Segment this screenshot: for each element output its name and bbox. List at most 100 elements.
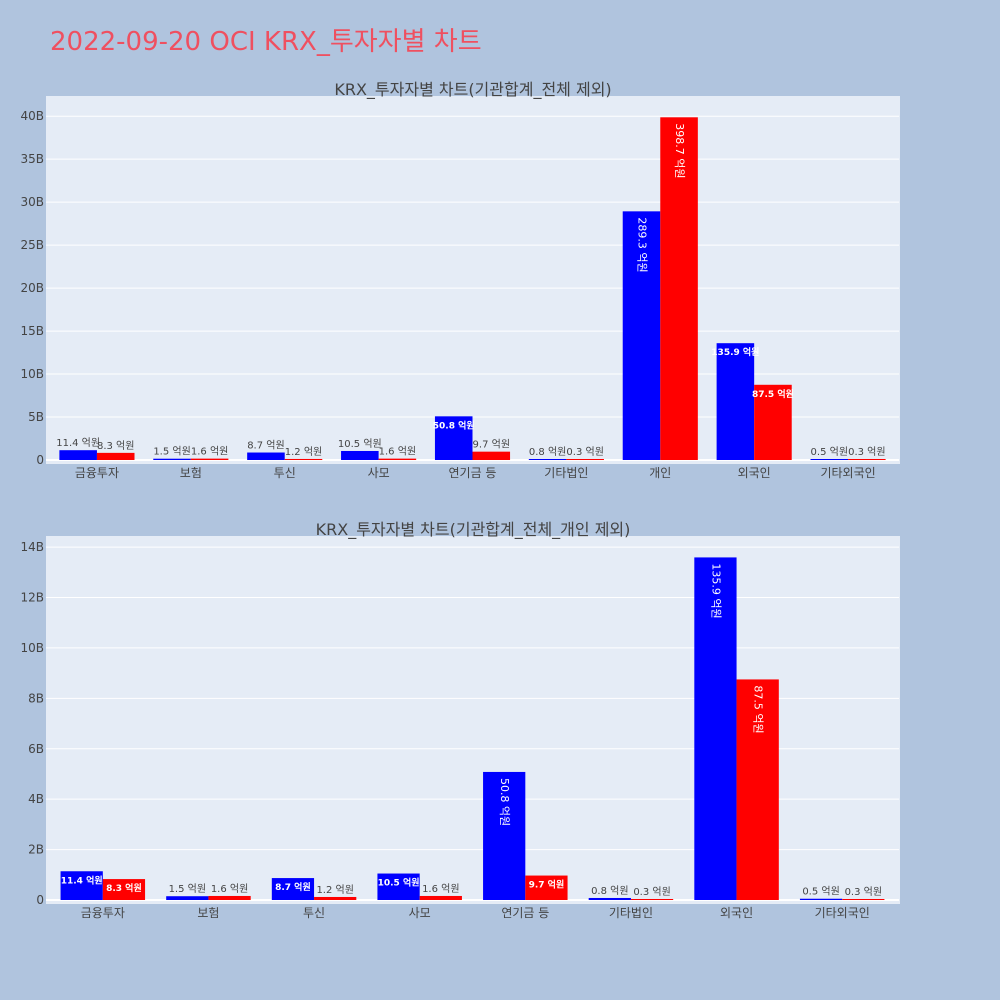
- chart-2-x-tick-label: 연기금 등: [501, 906, 549, 920]
- chart-1-bar: [566, 459, 604, 460]
- chart-1-x-tick-label: 보험: [180, 466, 202, 480]
- chart-2-x-tick-label: 투신: [303, 906, 325, 920]
- chart-1-y-tick-label: 35B: [20, 152, 44, 166]
- chart-1-data-label: 289.3 억원: [636, 217, 649, 272]
- chart-2-x-tick-label: 기타법인: [609, 906, 653, 920]
- chart-1-bar: [96, 452, 135, 460]
- chart-2-data-label: 1.2 억원: [316, 884, 353, 896]
- chart-1-bar: [190, 458, 229, 460]
- chart-1-x-tick-label: 기타법인: [544, 466, 588, 480]
- chart-1-y-tick-label: 20B: [20, 281, 44, 295]
- chart-1-x-tick-label: 연기금 등: [449, 466, 497, 480]
- chart-2-bar: [314, 896, 357, 900]
- chart-1-bar: [284, 458, 323, 460]
- chart-1-x-tick-label: 개인: [649, 466, 671, 480]
- chart-1-y-tick-label: 10B: [20, 367, 44, 381]
- chart-2-data-label: 50.8 억원: [498, 778, 511, 826]
- chart-1-title: KRX_투자자별 차트(기관합계_전체 제외): [334, 80, 611, 100]
- chart-1-bar: [59, 450, 97, 460]
- chart-1-data-label: 8.3 억원: [97, 440, 134, 452]
- chart-2-bar: [588, 897, 631, 900]
- chart-1-data-label: 135.9 억원: [711, 346, 759, 358]
- page-title: 2022-09-20 OCI KRX_투자자별 차트: [50, 27, 482, 57]
- chart-1-y-tick-label: 25B: [20, 238, 44, 252]
- chart-2-x-tick-label: 외국인: [720, 906, 753, 920]
- chart-2-bar: [842, 899, 885, 900]
- chart-2-data-label: 0.8 억원: [591, 885, 628, 897]
- chart-1-data-label: 0.8 억원: [529, 446, 566, 458]
- chart-1-data-label: 1.5 억원: [153, 446, 190, 458]
- chart-1-bar: [247, 452, 285, 460]
- chart-1-x-tick-label: 외국인: [738, 466, 771, 480]
- chart-1-x-tick-label: 기타외국인: [820, 466, 875, 480]
- chart-2-bar: [630, 899, 674, 900]
- chart-2-x-tick-label: 금융투자: [81, 906, 125, 920]
- chart-2-bar: [60, 871, 103, 900]
- chart-2-y-tick-label: 12B: [20, 591, 44, 605]
- chart-2-data-label: 11.4 억원: [61, 874, 103, 886]
- chart-2-x-tick-label: 사모: [409, 906, 431, 920]
- chart-1-bar: [810, 459, 849, 460]
- chart-2-bar: [377, 873, 420, 900]
- chart-2-data-label: 0.3 억원: [845, 886, 882, 898]
- chart-1-bar: [660, 117, 698, 460]
- chart-2-data-label: 8.7 억원: [275, 881, 311, 893]
- chart-1-bar: [848, 459, 886, 460]
- chart-2-bar: [736, 679, 779, 900]
- chart-1-x-tick-label: 투신: [274, 466, 296, 480]
- chart-1-data-label: 0.3 억원: [566, 446, 603, 458]
- chart-2-data-label: 1.6 억원: [211, 883, 248, 895]
- chart-1-y-ticks: 0 5B 10B 15B 20B 25B 30B 35B 40B: [20, 109, 44, 467]
- chart-2-x-tick-label: 기타외국인: [815, 906, 870, 920]
- chart-1-data-label: 1.2 억원: [285, 446, 322, 458]
- chart-1-bars: 11.4 억원8.3 억원 1.5 억원 1.6 억원 8.7 억원1.2 억원 10.…: [56, 117, 886, 460]
- chart-1-data-label: 10.5 억원: [338, 438, 382, 450]
- chart-2-data-label: 8.3 억원: [106, 882, 142, 894]
- chart-1-data-label: 9.7 억원: [473, 439, 510, 451]
- chart-1-x-tick-label: 사모: [368, 466, 390, 480]
- chart-1-bar: [472, 451, 511, 460]
- chart-1-bar: [341, 450, 379, 460]
- chart-2-y-tick-label: 6B: [28, 742, 44, 756]
- chart-2-bar: [694, 557, 737, 900]
- chart-1-data-label: 11.4 억원: [56, 437, 100, 449]
- chart-2-bar: [166, 896, 209, 900]
- chart-1-y-tick-label: 5B: [28, 410, 44, 424]
- chart-1-data-label: 1.6 억원: [191, 446, 228, 458]
- chart-1-bar: [378, 458, 417, 460]
- chart-1-bar: [754, 384, 792, 460]
- chart-1-bar: [622, 211, 661, 460]
- chart-1-data-label: 50.8 억원: [433, 419, 475, 431]
- chart-1-bar: [153, 458, 191, 460]
- chart-2-data-label: 9.7 억원: [529, 879, 565, 891]
- chart-1-bar: [528, 459, 567, 460]
- chart-1-y-tick-label: 15B: [20, 324, 44, 338]
- chart-1-bar: [434, 416, 473, 460]
- chart-1: KRX_투자자별 차트(기관합계_전체 제외) 11.4 억원8.3 억원 1.5…: [20, 80, 900, 480]
- chart-1-y-tick-label: 30B: [20, 195, 44, 209]
- chart-2-x-ticks: 금융투자 보험 투신 사모 연기금 등 기타법인 외국인 기타외국인: [81, 906, 870, 920]
- chart-2-x-tick-label: 보험: [197, 906, 219, 920]
- chart-1-data-label: 0.5 억원: [811, 446, 848, 458]
- chart-2-bar: [208, 895, 251, 900]
- chart-1-data-label: 0.3 억원: [848, 446, 885, 458]
- chart-2-title: KRX_투자자별 차트(기관합계_전체_개인 제외): [316, 520, 631, 540]
- chart-2: KRX_투자자별 차트(기관합계_전체_개인 제외) 11.4 억원8.3 억원…: [20, 520, 900, 920]
- chart-1-y-tick-label: 0: [36, 453, 44, 467]
- chart-1-data-label: 8.7 억원: [247, 440, 284, 452]
- chart-2-data-label: 135.9 억원: [709, 563, 722, 618]
- chart-2-bar: [419, 895, 462, 900]
- chart-2-data-label: 0.5 억원: [802, 886, 839, 898]
- chart-2-y-tick-label: 10B: [20, 641, 44, 655]
- chart-2-y-tick-label: 8B: [28, 691, 44, 705]
- chart-2-y-tick-label: 14B: [20, 540, 44, 554]
- chart-1-x-tick-label: 금융투자: [75, 466, 119, 480]
- chart-2-bar: [271, 878, 315, 900]
- chart-2-y-tick-label: 2B: [28, 843, 44, 857]
- chart-1-data-label: 398.7 억원: [673, 123, 686, 178]
- chart-2-data-label: 87.5 억원: [752, 685, 765, 733]
- chart-2-bars: 11.4 억원8.3 억원 1.5 억원 1.6 억원 8.7 억원 1.2 억원 10.…: [60, 557, 885, 900]
- chart-1-data-label: 87.5 억원: [752, 388, 794, 400]
- chart-2-bar: [799, 898, 843, 900]
